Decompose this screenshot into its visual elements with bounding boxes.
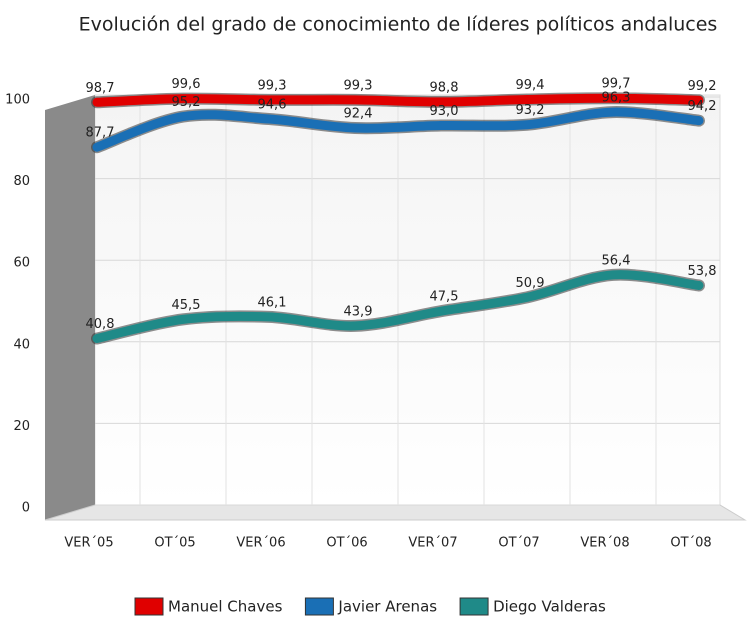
chart-title: Evolución del grado de conocimiento de l… (79, 14, 718, 36)
value-label: 99,2 (688, 79, 717, 94)
x-tick-label: OT´08 (670, 536, 711, 551)
value-label: 95,2 (172, 95, 201, 110)
value-label: 53,8 (688, 264, 717, 279)
value-label: 45,5 (172, 298, 201, 313)
value-label: 92,4 (344, 107, 373, 122)
legend-swatch (134, 597, 164, 616)
x-tick-label: OT´07 (498, 536, 539, 551)
line (92, 93, 704, 107)
y-tick-label: 40 (13, 337, 30, 352)
x-tick-label: VER´05 (64, 536, 113, 551)
x-tick-label: VER´08 (580, 536, 629, 551)
value-label: 98,7 (86, 81, 115, 96)
value-label: 99,7 (602, 77, 631, 92)
legend-swatch (304, 597, 334, 616)
legend-label: Javier Arenas (337, 598, 437, 616)
value-label: 50,9 (516, 276, 545, 291)
value-label: 99,6 (172, 77, 201, 92)
legend-label: Diego Valderas (493, 598, 606, 616)
value-label: 43,9 (344, 304, 373, 319)
x-tick-label: VER´07 (408, 536, 457, 551)
floor (44, 504, 747, 521)
y-tick-label: 0 (22, 501, 30, 516)
line (92, 107, 704, 152)
value-label: 87,7 (86, 126, 115, 141)
legend-swatch (459, 597, 489, 616)
value-label: 98,8 (430, 80, 459, 95)
legend-label: Manuel Chaves (168, 598, 283, 616)
y-tick-label: 20 (13, 419, 30, 434)
y-tick-label: 100 (5, 93, 30, 108)
value-label: 99,3 (258, 78, 287, 93)
line (92, 270, 704, 344)
y-tick-label: 60 (13, 256, 30, 271)
value-label: 40,8 (86, 317, 115, 332)
value-label: 99,3 (344, 78, 373, 93)
x-tick-label: VER´06 (236, 536, 285, 551)
value-label: 46,1 (258, 295, 287, 310)
value-label: 96,3 (602, 91, 631, 106)
value-label: 99,4 (516, 78, 545, 93)
value-label: 47,5 (430, 290, 459, 305)
x-tick-label: OT´06 (326, 536, 367, 551)
side-wall (45, 95, 95, 520)
value-label: 93,2 (516, 103, 545, 118)
x-tick-label: OT´05 (154, 536, 195, 551)
value-label: 94,6 (258, 98, 287, 113)
y-tick-label: 80 (13, 174, 30, 189)
value-label: 93,0 (430, 104, 459, 119)
value-label: 56,4 (602, 253, 631, 268)
value-label: 94,2 (688, 99, 717, 114)
